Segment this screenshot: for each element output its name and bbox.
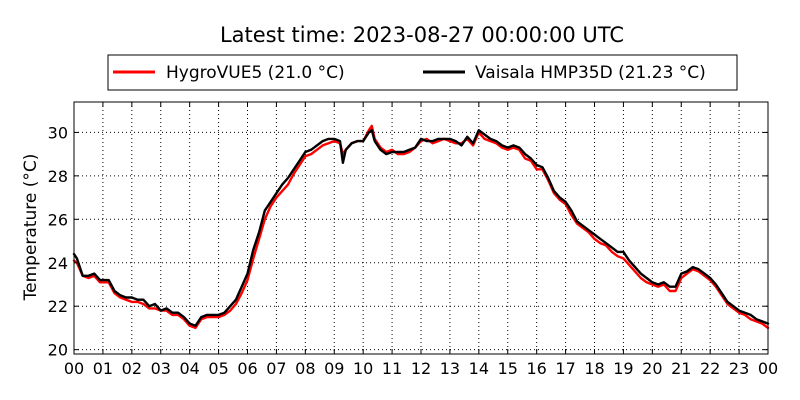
x-tick-label: 20 <box>642 359 662 378</box>
legend: HygroVUE5 (21.0 °C) Vaisala HMP35D (21.2… <box>107 54 738 91</box>
x-tick-label: 00 <box>64 359 84 378</box>
x-tick-label: 10 <box>353 359 373 378</box>
ticks: 00 01 02 03 04 05 06 07 08 09 10 11 12 13 14 15 16 17 18 19… <box>48 102 778 378</box>
x-tick-label: 21 <box>671 359 691 378</box>
chart-title: Latest time: 2023-08-27 00:00:00 UTC <box>220 23 624 47</box>
x-tick-label: 22 <box>700 359 720 378</box>
series-line-vaisala <box>72 128 770 327</box>
y-tick-label: 24 <box>48 254 68 273</box>
y-tick-label: 20 <box>48 341 68 360</box>
x-tick-label: 02 <box>122 359 142 378</box>
legend-box <box>107 54 738 91</box>
y-tick-label: 22 <box>48 297 68 316</box>
x-tick-label: 04 <box>179 359 199 378</box>
x-tick-label: 13 <box>440 359 460 378</box>
x-tick-label: 19 <box>613 359 633 378</box>
y-tick-label: 28 <box>48 167 68 186</box>
x-tick-label: 16 <box>526 359 546 378</box>
x-tick-label: 23 <box>729 359 749 378</box>
x-tick-label: 08 <box>295 359 315 378</box>
x-tick-label: 12 <box>411 359 431 378</box>
x-tick-label: 05 <box>208 359 228 378</box>
x-tick-label: 09 <box>324 359 344 378</box>
x-tick-label: 00 <box>758 359 778 378</box>
x-tick-label: 01 <box>93 359 113 378</box>
x-tick-label: 17 <box>555 359 575 378</box>
x-tick-label: 07 <box>266 359 286 378</box>
legend-label-hygrovue5: HygroVUE5 (21.0 °C) <box>166 63 345 83</box>
x-tick-label: 06 <box>237 359 257 378</box>
x-tick-label: 15 <box>498 359 518 378</box>
y-tick-label: 30 <box>48 123 68 142</box>
y-axis-label: Temperature (°C) <box>21 154 41 302</box>
legend-label-vaisala: Vaisala HMP35D (21.23 °C) <box>475 63 706 83</box>
x-tick-label: 14 <box>469 359 489 378</box>
x-tick-label: 18 <box>584 359 604 378</box>
y-tick-label: 26 <box>48 210 68 229</box>
x-tick-label: 11 <box>382 359 402 378</box>
series-layer <box>72 124 770 330</box>
x-tick-label: 03 <box>151 359 171 378</box>
